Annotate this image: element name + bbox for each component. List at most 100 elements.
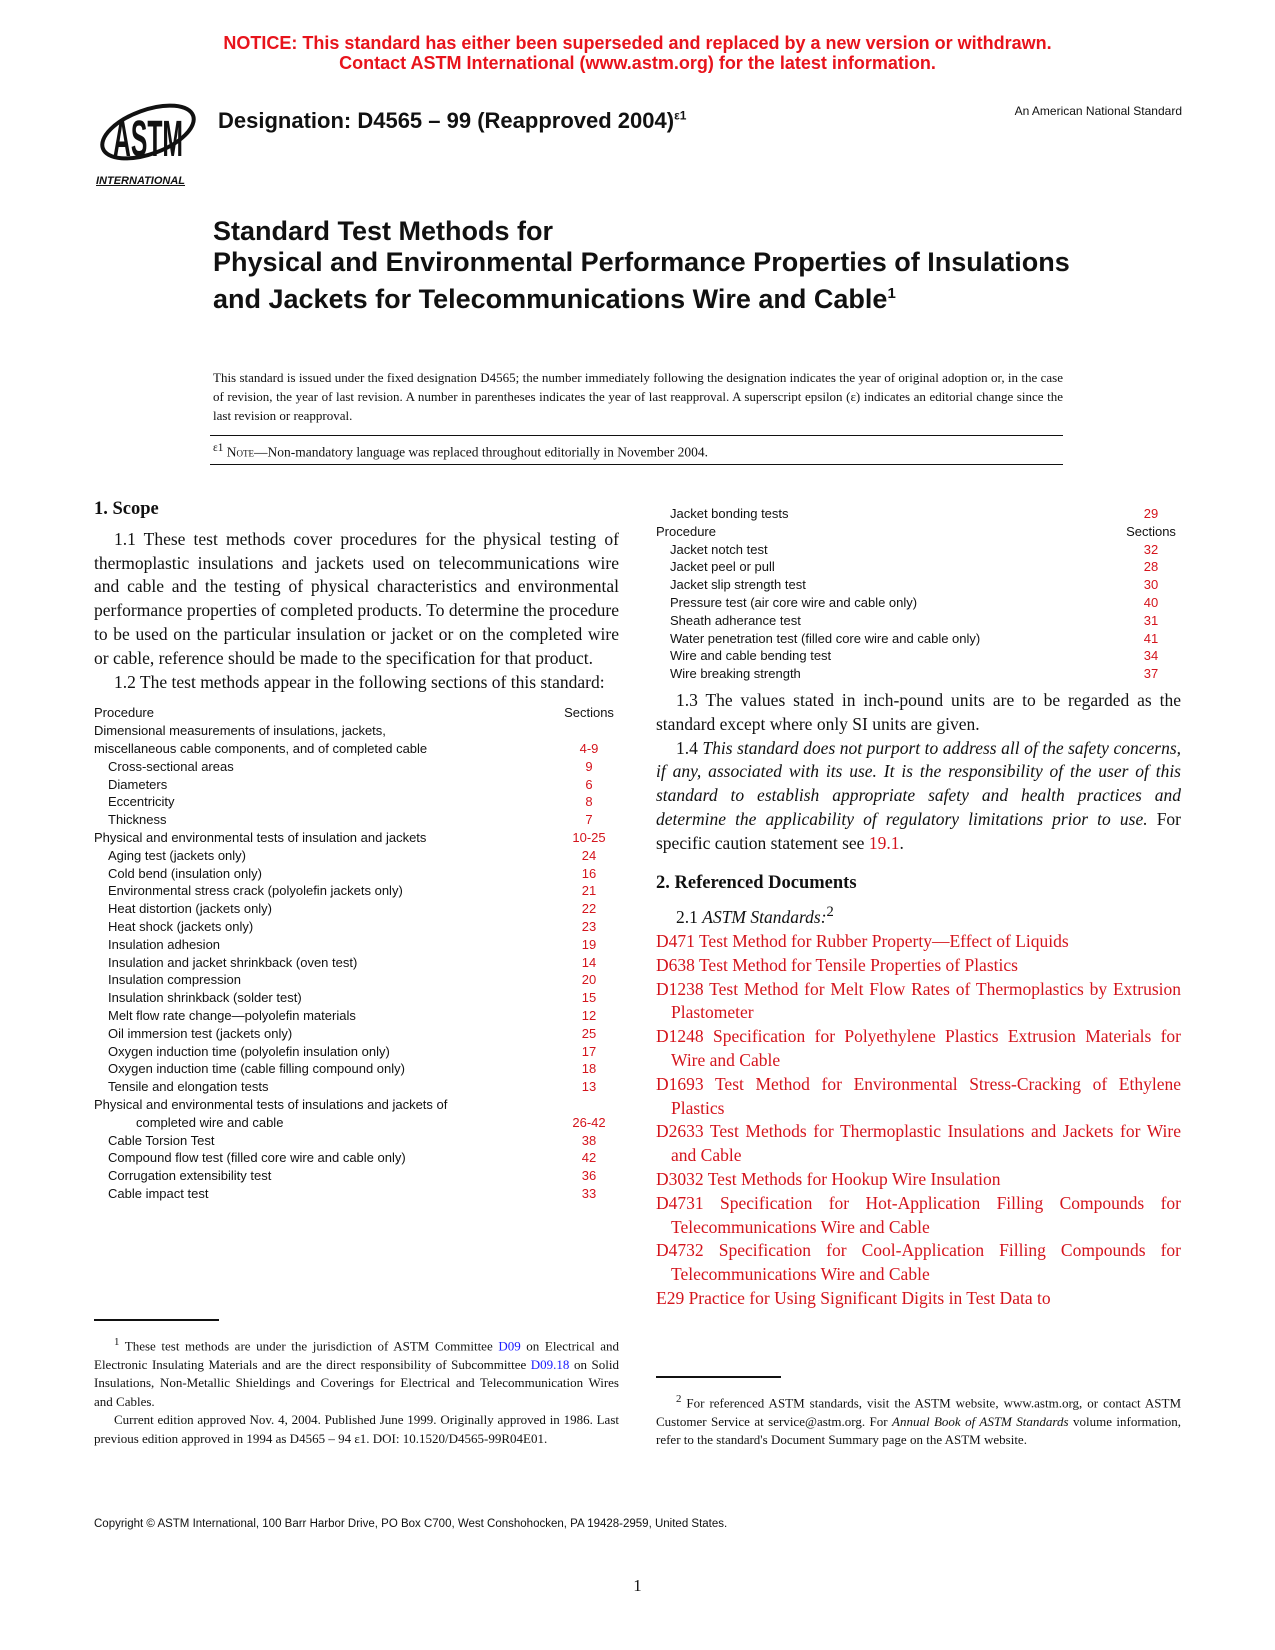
section-link[interactable]: 32	[1143, 541, 1159, 557]
reference-item[interactable]: D638 Test Method for Tensile Properties …	[656, 954, 1181, 978]
paragraph-1-3: 1.3 The values stated in inch-pound unit…	[656, 689, 1181, 734]
table-row: Thickness 7	[94, 811, 619, 829]
section-link[interactable]: 36	[581, 1168, 597, 1184]
table-row: Pressure test (air core wire and cable o…	[656, 594, 1181, 612]
section-link[interactable]: 34	[1143, 648, 1159, 664]
divider	[210, 435, 1063, 436]
reference-list: D471 Test Method for Rubber Property—Eff…	[656, 930, 1181, 1311]
section-link[interactable]: 25	[581, 1025, 597, 1041]
procedure-label: Insulation shrinkback (solder test)	[108, 990, 302, 1006]
table-row: miscellaneous cable components, and of c…	[94, 740, 619, 758]
reference-item[interactable]: D3032 Test Methods for Hookup Wire Insul…	[656, 1168, 1181, 1192]
reference-code[interactable]: D4731	[656, 1192, 704, 1213]
reference-title[interactable]: Test Method for Tensile Properties of Pl…	[698, 954, 1018, 975]
procedure-label: Oxygen induction time (cable filling com…	[108, 1061, 405, 1077]
section-link[interactable]: 19	[581, 936, 597, 952]
reference-title[interactable]: Test Methods for Thermoplastic Insulatio…	[671, 1121, 1181, 1166]
reference-code[interactable]: D1238	[656, 978, 704, 999]
editorial-note: ε1 Note—Non-mandatory language was repla…	[213, 442, 708, 460]
link-d09-18[interactable]: D09.18	[530, 1356, 570, 1372]
section-link[interactable]: 10-25	[572, 829, 606, 845]
section-link[interactable]: 40	[1143, 594, 1159, 610]
procedure-label: Corrugation extensibility test	[108, 1168, 272, 1184]
table-row: Insulation compression 20	[94, 971, 619, 989]
table-row: Corrugation extensibility test 36	[94, 1167, 619, 1185]
section-link[interactable]: 42	[581, 1150, 597, 1166]
table-row: Wire and cable bending test 34	[656, 647, 1181, 665]
reference-item[interactable]: D4732 Specification for Cool-Application…	[656, 1239, 1181, 1287]
procedure-label: Insulation and jacket shrinkback (oven t…	[108, 954, 358, 970]
reference-item[interactable]: D2633 Test Methods for Thermoplastic Ins…	[656, 1120, 1181, 1168]
section-link[interactable]: 9	[585, 758, 593, 774]
reference-item[interactable]: D471 Test Method for Rubber Property—Eff…	[656, 930, 1181, 954]
procedure-label: Diameters	[108, 776, 168, 792]
section-link[interactable]: 6	[585, 776, 593, 792]
reference-item[interactable]: D1238 Test Method for Melt Flow Rates of…	[656, 978, 1181, 1026]
table-row: Water penetration test (filled core wire…	[656, 630, 1181, 648]
reference-code[interactable]: E29	[656, 1287, 685, 1308]
section-link[interactable]: 41	[1143, 630, 1159, 646]
section-link[interactable]: 38	[581, 1132, 597, 1148]
section-link[interactable]: 21	[581, 883, 597, 899]
section-link[interactable]: 17	[581, 1043, 597, 1059]
procedure-label: Eccentricity	[108, 794, 175, 810]
reference-title[interactable]: Specification for Cool-Application Filli…	[671, 1240, 1181, 1285]
section-link[interactable]: 24	[581, 847, 597, 863]
section-link[interactable]: 16	[581, 865, 597, 881]
section-link[interactable]	[559, 722, 619, 740]
reference-title[interactable]: Specification for Hot-Application Fillin…	[671, 1192, 1181, 1237]
footnote-rule	[94, 1319, 219, 1321]
section-link[interactable]: 22	[581, 901, 597, 917]
section-link[interactable]: 15	[581, 990, 597, 1006]
section-link[interactable]: 14	[581, 954, 597, 970]
section-link[interactable]: 23	[581, 918, 597, 934]
table-row: Environmental stress crack (polyolefin j…	[94, 882, 619, 900]
reference-code[interactable]: D638	[656, 954, 695, 975]
reference-item[interactable]: D1693 Test Method for Environmental Stre…	[656, 1073, 1181, 1121]
section-link[interactable]: 28	[1143, 559, 1159, 575]
procedure-label: Pressure test (air core wire and cable o…	[670, 594, 918, 610]
procedure-label: Jacket bonding tests	[670, 506, 789, 521]
section-link[interactable]: 30	[1143, 577, 1159, 593]
reference-code[interactable]: D4732	[656, 1240, 704, 1261]
reference-title[interactable]: Test Method for Environmental Stress-Cra…	[671, 1073, 1181, 1118]
reference-item[interactable]: D1248 Specification for Polyethylene Pla…	[656, 1025, 1181, 1073]
section-link[interactable]: 26-42	[572, 1114, 606, 1130]
section-link[interactable]: 37	[1143, 666, 1159, 682]
reference-code[interactable]: D1248	[656, 1026, 704, 1047]
section-link[interactable]: 31	[1143, 612, 1159, 628]
reference-title[interactable]: Specification for Polyethylene Plastics …	[671, 1026, 1182, 1070]
section-link[interactable]	[559, 1096, 619, 1114]
reference-code[interactable]: D471	[656, 930, 695, 951]
reference-title[interactable]: Test Methods for Hookup Wire Insulation	[707, 1168, 1001, 1189]
section-link[interactable]: 18	[581, 1061, 597, 1077]
section-link[interactable]: 7	[585, 812, 593, 828]
table-row: Cable impact test 33	[94, 1185, 619, 1203]
procedure-label: Melt flow rate change—polyolefin materia…	[108, 1007, 356, 1023]
section-link[interactable]: 20	[581, 972, 597, 988]
link-d09[interactable]: D09	[498, 1338, 521, 1354]
section-heading: 2. Referenced Documents	[656, 872, 857, 893]
reference-item[interactable]: E29 Practice for Using Significant Digit…	[656, 1287, 1181, 1311]
section-link[interactable]: 29	[1143, 506, 1159, 521]
reference-item[interactable]: D4731 Specification for Hot-Application …	[656, 1192, 1181, 1240]
section-link[interactable]: 4-9	[579, 740, 599, 756]
link-19-1[interactable]: 19.1	[868, 832, 900, 853]
section-link[interactable]: 33	[581, 1185, 597, 1201]
reference-code[interactable]: D2633	[656, 1121, 704, 1142]
reference-title[interactable]: Test Method for Rubber Property—Effect o…	[698, 930, 1069, 951]
paragraph-1-4: 1.4 This standard does not purport to ad…	[656, 737, 1182, 853]
reference-code[interactable]: D1693	[656, 1073, 704, 1094]
section-link[interactable]: 12	[581, 1007, 597, 1023]
reference-title[interactable]: Practice for Using Significant Digits in…	[688, 1287, 1051, 1308]
reference-title[interactable]: Test Method for Melt Flow Rates of Therm…	[671, 978, 1181, 1023]
page-number: 1	[633, 1576, 642, 1595]
american-national-standard: An American National Standard	[1014, 104, 1182, 118]
reference-code[interactable]: D3032	[656, 1168, 704, 1189]
procedure-label: completed wire and cable	[136, 1114, 284, 1130]
procedure-label: Sheath adherance test	[670, 612, 801, 628]
section-link[interactable]: 13	[581, 1079, 597, 1095]
procedure-label: Jacket peel or pull	[670, 559, 775, 575]
section-link[interactable]: 8	[585, 794, 593, 810]
table-row: Heat shock (jackets only) 23	[94, 918, 619, 936]
